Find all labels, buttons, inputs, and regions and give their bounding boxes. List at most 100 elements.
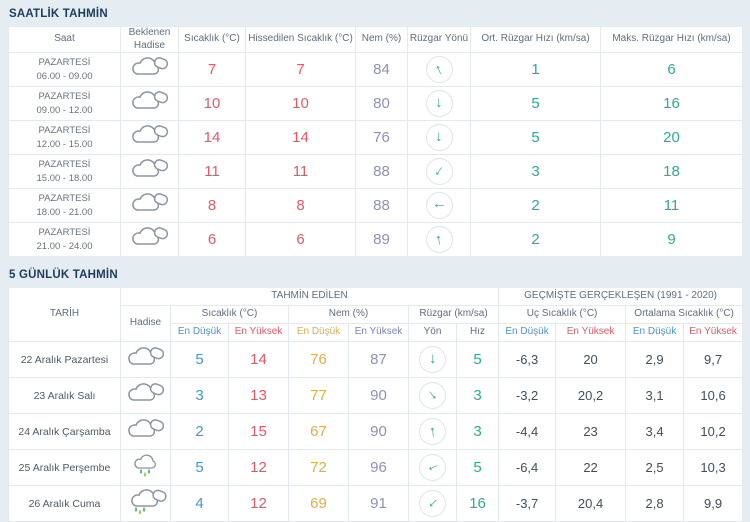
humidity-max-value: 87 [348,341,409,378]
temp-max-value: 12 [228,485,289,522]
wind-arrow-glyph: ↑ [427,422,438,441]
wind-speed-value: 5 [455,449,500,486]
wind-direction-icon: ↑ [419,418,446,445]
col-group-humidity: Nem (%) [288,305,409,324]
hourly-header-row: Saat Beklenen Hadise Sıcaklık (°C) Hisse… [8,26,743,53]
time-range-label: 15.00 - 18.00 [36,172,93,184]
max-wind-speed-value: 16 [600,86,743,121]
humidity-min-value: 69 [288,485,349,522]
average-min-value: 2,9 [625,341,685,378]
col-header-feels-like: Hissedilen Sıcaklık (°C) [245,26,356,53]
max-wind-speed-value: 18 [600,154,743,189]
wind-arrow-glyph: ↑ [423,494,442,513]
col-header-average-min: En Düşük [625,323,685,342]
cloudy-icon [128,156,172,182]
daily-forecast-table: TARİH TAHMİN EDİLEN GEÇMİŞTE GERÇEKLEŞEN… [8,287,744,522]
humidity-min-value: 77 [288,377,349,414]
extreme-max-value: 20,4 [555,485,627,522]
temperature-value: 8 [178,188,246,223]
daily-forecast-title: 5 GÜNLÜK TAHMİN [9,269,118,281]
wind-direction-icon: ↑ [425,226,453,253]
max-wind-speed-value: 9 [600,222,743,257]
extreme-max-value: 23 [555,413,627,450]
extreme-min-value: -6,3 [498,341,557,378]
humidity-max-value: 90 [348,413,409,450]
date-label: 23 Aralık Salı [8,377,121,414]
temp-max-value: 14 [228,341,289,378]
cloudy-icon [124,344,168,370]
col-header-temp-min: En Düşük [170,323,229,342]
temp-min-value: 4 [170,485,229,522]
col-group-wind: Rüzgar (km/sa) [407,305,500,324]
humidity-value: 76 [355,120,408,155]
wind-arrow-glyph: ↑ [424,386,441,405]
cloudy-icon [128,190,172,216]
humidity-value: 88 [355,188,408,223]
temp-max-value: 15 [228,413,289,450]
humidity-min-value: 72 [288,449,349,486]
wind-arrow-glyph: ↑ [430,201,448,210]
temperature-value: 7 [178,52,246,87]
col-header-expected-event: Beklenen Hadise [120,26,179,53]
max-wind-speed-value: 6 [600,52,743,87]
daily-header-group-row: TARİH TAHMİN EDİLEN GEÇMİŞTE GERÇEKLEŞEN… [8,287,744,342]
wind-direction-icon: ↑ [425,158,453,185]
col-header-wind-direction: Rüzgar Yönü [407,26,471,53]
wind-direction-icon: ↑ [419,346,446,373]
temp-min-value: 2 [170,413,229,450]
time-range-label: 12.00 - 15.00 [36,138,93,150]
hourly-table-row: PAZARTESİ 12.00 - 15.00 14 14 76 ↑ 5 20 [8,120,743,155]
wind-direction-icon: ↑ [425,90,453,117]
daily-table-row: 24 Aralık Çarşamba 2 15 67 90 ↑ 3 -4,4 2… [8,413,744,450]
humidity-max-value: 90 [348,377,409,414]
col-header-wind-speed: Hız [455,323,500,342]
col-group-history: GEÇMİŞTE GERÇEKLEŞEN (1991 - 2020) [498,287,744,306]
average-max-value: 10,3 [683,449,744,486]
wind-speed-value: 16 [455,485,500,522]
day-label: PAZARTESİ [38,159,91,171]
wind-arrow-glyph: ↑ [434,94,444,113]
wind-direction-icon: ↑ [425,192,453,219]
feels-like-value: 6 [245,222,356,257]
daily-table-row: 22 Aralık Pazartesi 5 14 76 87 ↑ 5 -6,3 … [8,341,744,378]
wind-direction-icon: ↑ [419,454,446,481]
col-header-wind-dir: Yön [408,323,457,342]
day-label: PAZARTESİ [38,91,91,103]
cloudy-icon [128,88,172,114]
avg-wind-speed-value: 5 [470,86,601,121]
avg-wind-speed-value: 2 [470,188,601,223]
temperature-value: 6 [178,222,246,257]
cloudy-icon [128,122,172,148]
date-label: 24 Aralık Çarşamba [8,413,121,450]
wind-direction-icon: ↑ [419,382,446,409]
daily-table-row: 26 Aralık Cuma 4 12 69 91 ↑ 16 -3,7 20,4… [8,485,744,522]
temperature-value: 11 [178,154,246,189]
col-header-average-max: En Yüksek [683,323,744,342]
humidity-min-value: 67 [288,413,349,450]
wind-arrow-glyph: ↑ [431,162,447,181]
col-header-max-wind-speed: Maks. Rüzgar Hızı (km/sa) [600,26,743,53]
humidity-max-value: 91 [348,485,409,522]
daily-header-subgroup-row: Hadise Sıcaklık (°C) Nem (%) Rüzgar (km/… [9,305,744,342]
temp-max-value: 12 [228,449,289,486]
hourly-table-row: PAZARTESİ 09.00 - 12.00 10 10 80 ↑ 5 16 [8,86,743,121]
time-range-label: 09.00 - 12.00 [36,104,93,116]
wind-direction-icon: ↑ [419,490,446,517]
col-group-average-temp: Ortalama Sıcaklık (°C) [625,305,744,324]
cloudy-icon [124,416,168,442]
cloudy-icon [128,224,172,250]
cloudy-icon [124,380,168,406]
day-label: PAZARTESİ [38,193,91,205]
cloudy-icon [128,54,172,80]
day-label: PAZARTESİ [38,125,91,137]
humidity-value: 89 [355,222,408,257]
wind-speed-value: 3 [455,377,500,414]
col-header-temp-max: En Yüksek [228,323,289,342]
temperature-value: 10 [178,86,246,121]
temp-min-value: 5 [170,449,229,486]
col-header-extreme-max: En Yüksek [555,323,627,342]
feels-like-value: 8 [245,188,356,223]
feels-like-value: 10 [245,86,356,121]
date-label: 22 Aralık Pazartesi [8,341,121,378]
average-min-value: 2,5 [625,449,685,486]
